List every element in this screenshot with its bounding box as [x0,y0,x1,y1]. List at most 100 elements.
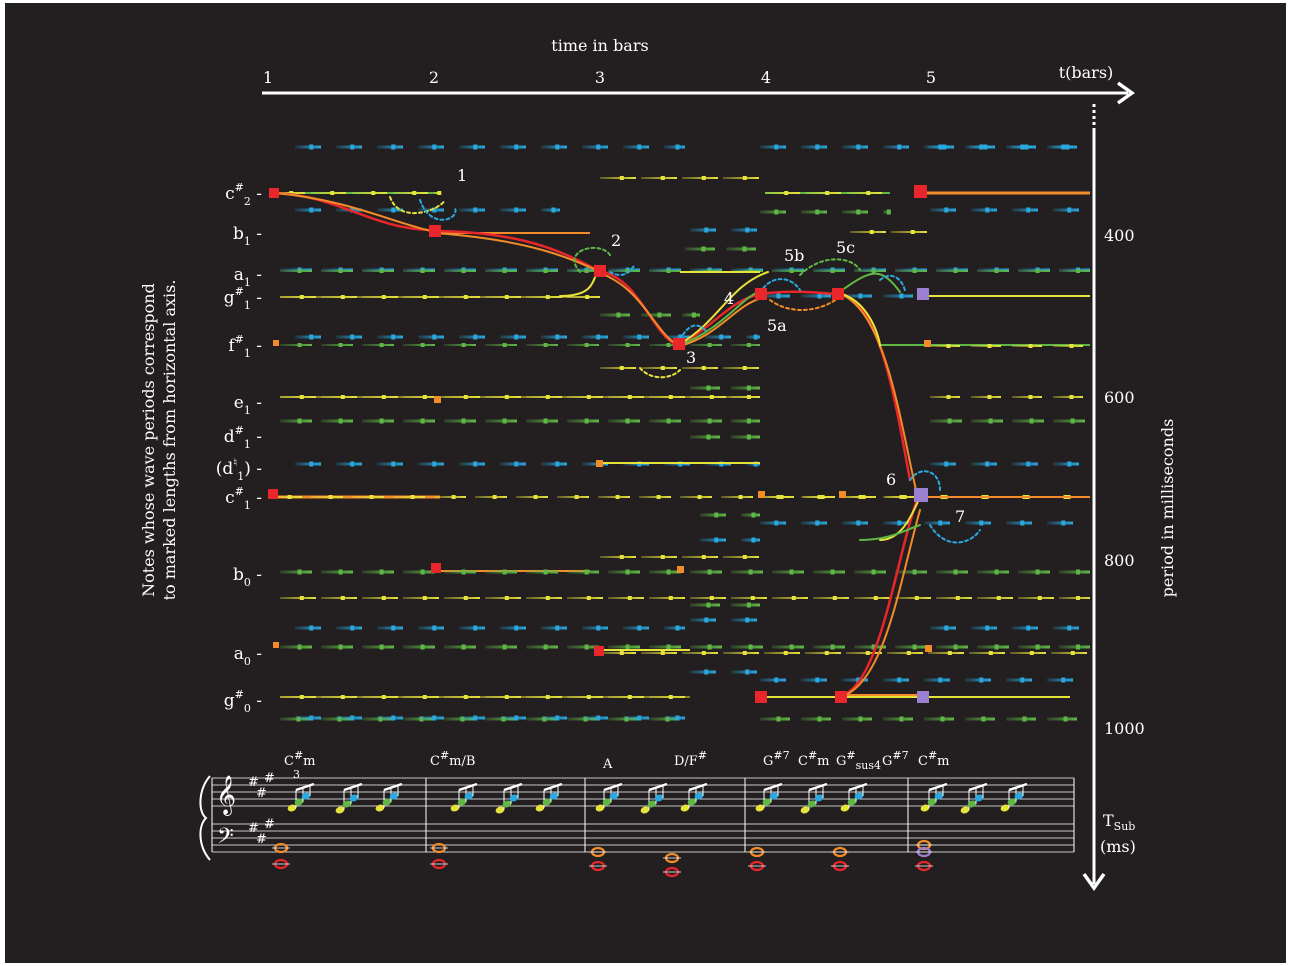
eighth-note [840,804,850,812]
period-tick-600: 600 [1104,388,1135,407]
pulse-dot [514,207,519,213]
pulse-rows [270,144,1090,722]
pulse-dot [545,596,550,600]
pulse-dash [475,496,507,498]
chord-label-2: C#m/B [430,749,475,769]
path-gs1-a1 [559,271,598,297]
time-tick-5: 5 [926,68,936,87]
pulse-dash [731,386,760,390]
pulse-dot [955,596,960,600]
pulse-dot [704,617,709,623]
pulse-dash [418,626,444,630]
pulse-dot [947,651,952,655]
pulse-dot [746,602,751,608]
pulse-dash [883,678,909,682]
pulse-dash [567,645,599,649]
marker-a1-bar3 [594,265,606,277]
path-to-cs1-green [859,524,921,541]
pulse-dash [731,645,763,649]
pulse-dash [336,335,362,339]
pulse-dash [1047,717,1077,721]
pulse-dot [473,461,478,467]
pulse-dot [555,334,560,340]
pulse-dash [731,618,757,622]
pulse-dot [619,366,624,370]
pulse-dash [760,521,786,525]
pulse-dash [485,419,517,423]
pulse-dash [895,645,927,649]
pulse-dot [666,418,671,424]
marker-cs1-bar1 [268,489,278,499]
time-axis-end-label: t(bars) [1059,63,1114,82]
pulse-dash [280,419,312,423]
pulse-dash [936,270,968,272]
pulse-dash [1051,145,1077,149]
pulse-dot [616,312,621,318]
pulse-dot [912,569,917,575]
pulse-dot [742,366,747,370]
pulse-dash [690,228,716,232]
pulse-dash [971,462,997,466]
pulse-dash [311,192,346,194]
pulse-dot [473,334,478,340]
pulse-dot [555,144,560,150]
pulse-dash [977,570,1009,574]
marker-gs1-bar5 [917,288,929,300]
pulse-dash [936,645,968,649]
key-sharp: # [264,817,275,832]
pulse-dash [854,570,886,574]
time-tick-4: 4 [761,68,771,87]
pulse-dash [930,396,960,398]
treble-clef-icon: 𝄞 [216,775,236,816]
pulse-dash [418,145,444,149]
pulse-dot [985,625,990,631]
marker-fs1-bar1 [273,340,279,346]
pulse-dash [1047,678,1073,682]
pulse-dash [600,367,636,369]
note-label-4: f#1 - [228,333,262,360]
pulse-dash [393,192,428,194]
note-label-7: (d♮1) - [216,456,262,483]
pulse-dot [791,596,796,600]
pulse-dash [883,717,913,721]
pulse-dash [723,177,759,179]
pulse-dot [625,418,630,424]
pulse-dot [584,569,589,575]
pulse-dash [1012,345,1042,347]
pulse-dot [371,191,376,195]
pulse-dot [745,617,750,623]
pulse-dot [461,269,466,273]
pulse-dash [805,652,841,654]
pulse-dash [608,645,640,649]
step-label-4: 4 [724,289,734,308]
loop-1-blue [419,199,457,221]
pulse-dot [637,144,642,150]
pulse-dash [295,208,321,212]
pulse-dash [741,513,760,517]
pulse-dot [746,418,751,424]
loop-1-yellow [389,196,446,215]
pulse-dot [574,495,579,499]
eighth-note [927,798,937,806]
pulse-dash [1010,145,1036,149]
pulse-dash [895,270,927,272]
pulse-dot [706,602,711,608]
pulse-dash [639,496,671,498]
eighth-note [595,804,605,812]
pulse-dash [842,496,872,498]
pulse-dot [776,716,781,722]
pulse-dot [1026,461,1031,467]
pulse-dash [806,192,841,194]
pulse-dot [432,144,437,150]
pulse-dash [377,145,403,149]
note-label-10: a0 - [234,644,262,668]
pulse-dot [707,569,712,575]
sustain-line [600,462,760,464]
pulse-dash [608,270,640,272]
music-staff: 𝄞 𝄢 ###### [199,771,1075,878]
pulse-dot [817,495,822,499]
pulse-dash [1053,345,1083,347]
pulse-dot [830,269,835,273]
pulse-dash [731,603,760,607]
pulse-dash [1006,717,1036,721]
